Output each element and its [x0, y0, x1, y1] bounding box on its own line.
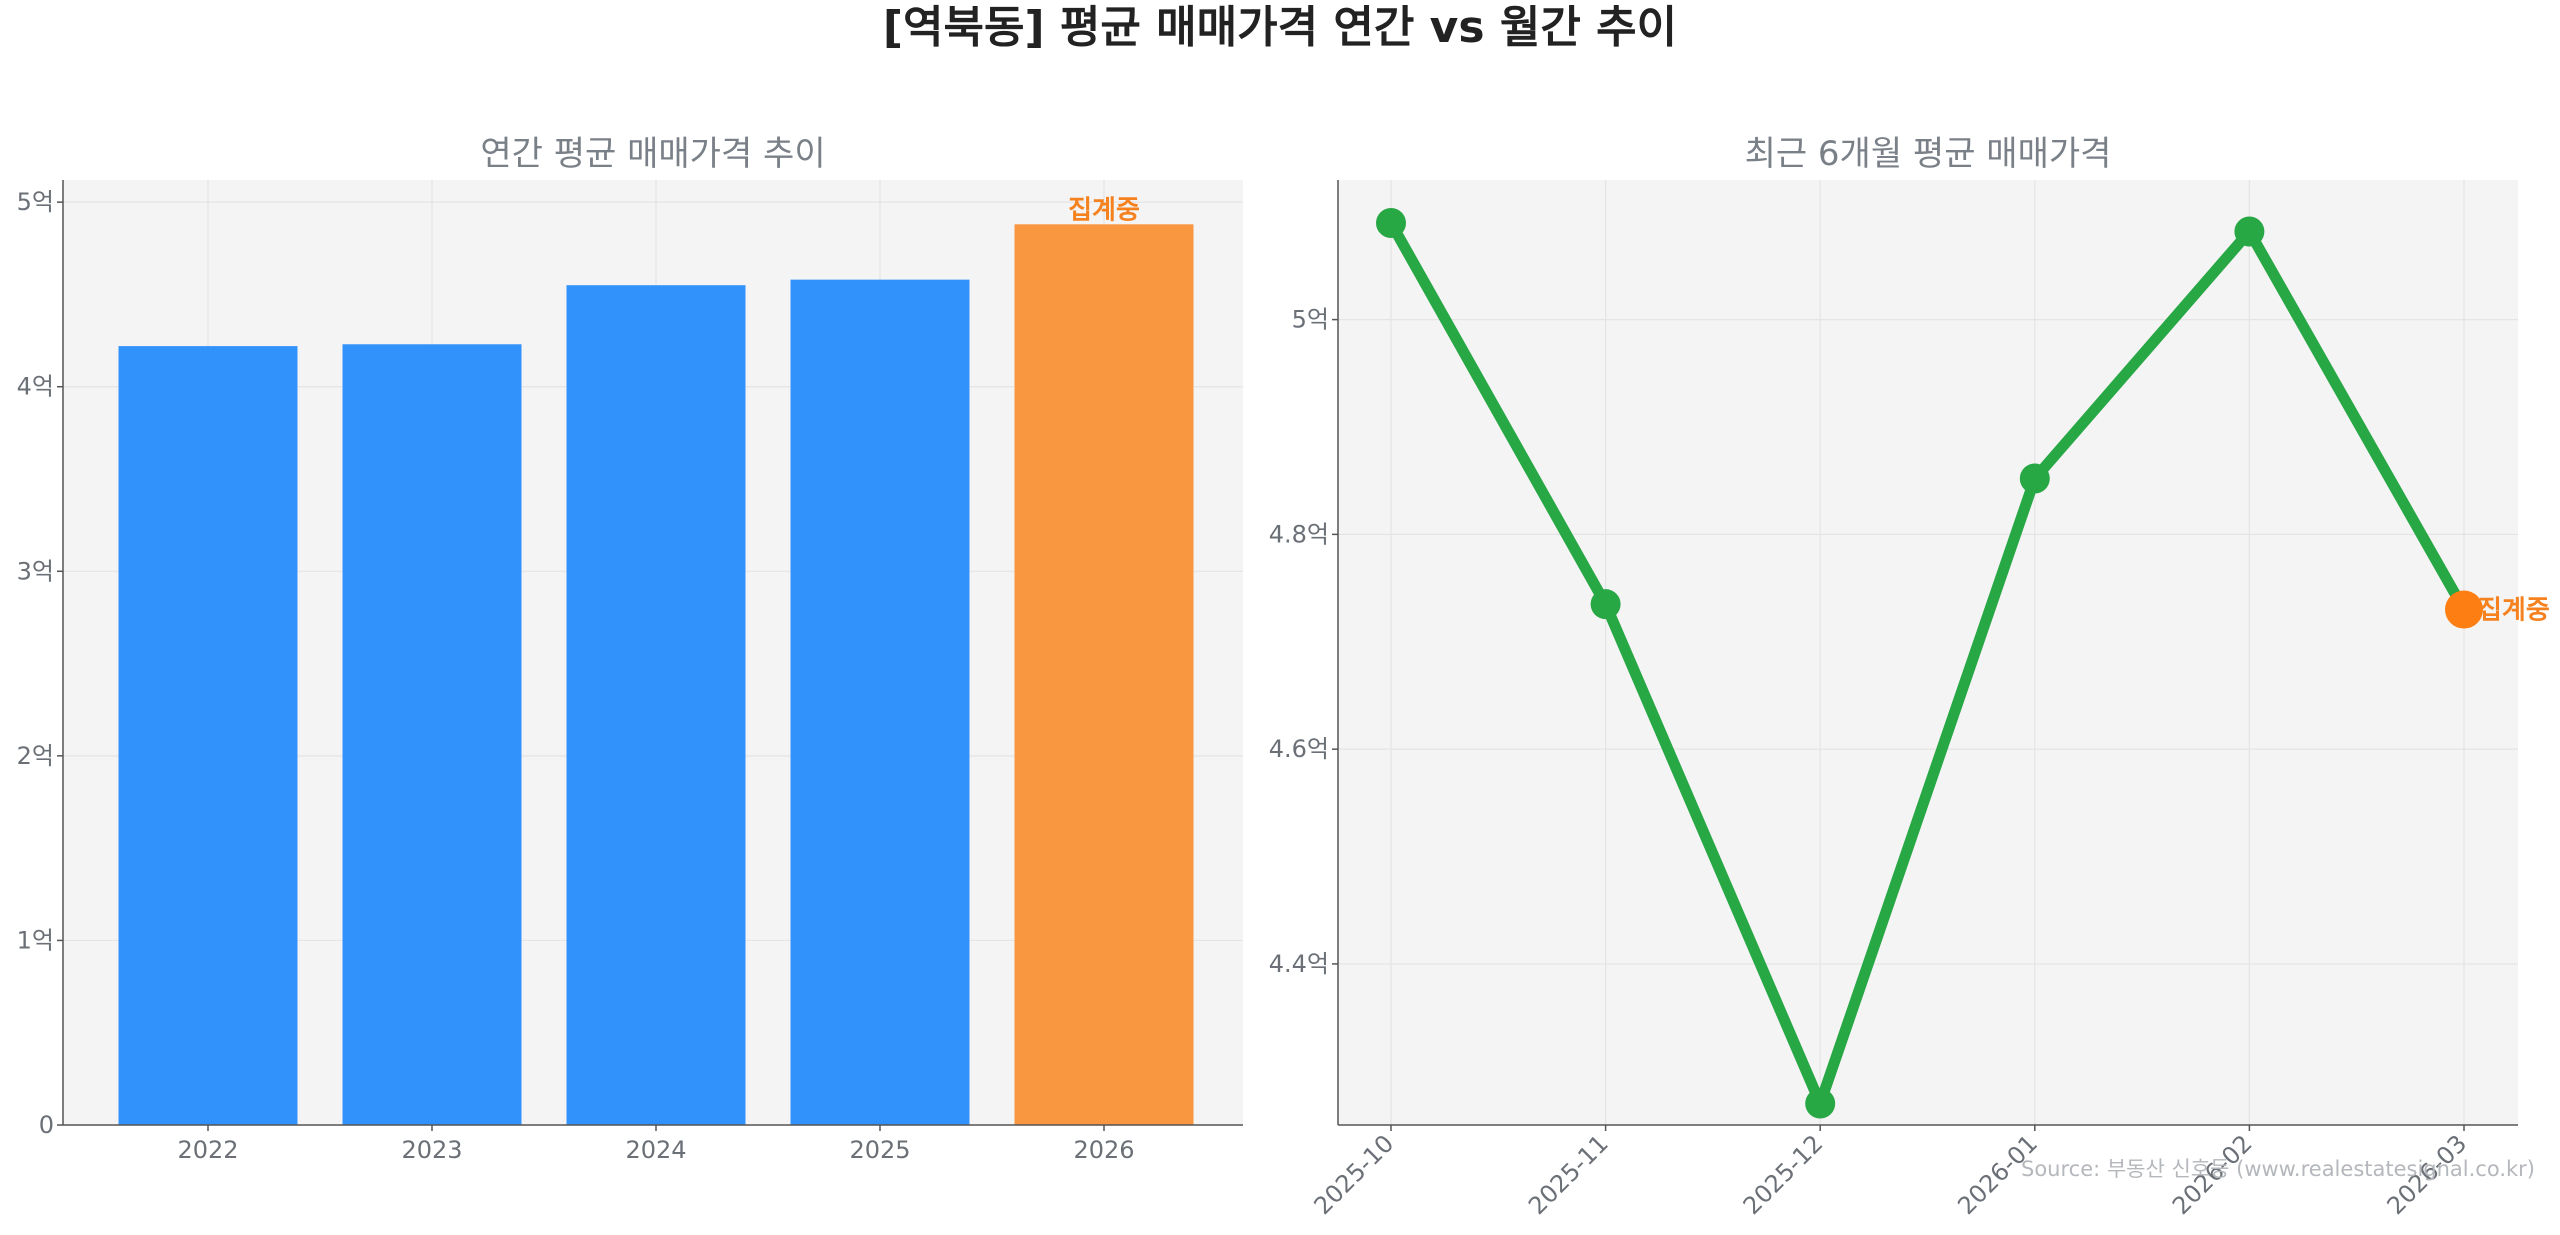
annual-price-bar-chart: 연간 평균 매매가격 추이 0 1억 2억 3억 4억 5억 2022 2023 2024 202… — [17, 134, 1243, 1164]
annual-x-tick-label: 2024 — [625, 1136, 686, 1164]
annual-y-tick-label: 3억 — [17, 557, 54, 585]
annual-bar-2023 — [342, 344, 522, 1125]
monthly-x-tick-label: 2025-10 — [1309, 1129, 1400, 1220]
annual-chart-title: 연간 평균 매매가격 추이 — [480, 134, 825, 174]
monthly-point-2025-10 — [1376, 207, 1406, 238]
annual-x-tick-label: 2026 — [1073, 1136, 1134, 1164]
annual-bar-2022 — [118, 346, 298, 1125]
annual-bar-2026 — [1014, 224, 1194, 1125]
annual-bar-2025 — [790, 279, 970, 1125]
monthly-point-2025-11 — [1590, 589, 1621, 620]
source-note: Source: 부동산 신호등 (www.realestatesignal.co… — [2021, 1157, 2535, 1181]
monthly-point-2025-12 — [1805, 1088, 1836, 1119]
monthly-point-2026-03 — [2445, 590, 2483, 629]
monthly-chart-series — [1376, 207, 2483, 1119]
monthly-price-line — [1385, 217, 2470, 1110]
monthly-chart-plot-area — [1338, 180, 2518, 1125]
monthly-y-tick-label: 4.4억 — [1269, 950, 1329, 978]
monthly-x-tick-label: 2025-11 — [1523, 1129, 1614, 1220]
monthly-point-2026-01 — [2019, 463, 2050, 494]
monthly-x-tick-label: 2025-12 — [1738, 1129, 1829, 1220]
monthly-y-tick-label: 5억 — [1292, 306, 1329, 334]
annual-y-tick-label: 5억 — [17, 188, 54, 216]
monthly-y-tick-label: 4.6억 — [1269, 735, 1329, 763]
monthly-y-tick-label: 4.8억 — [1269, 520, 1329, 548]
figure-title: [역북동] 평균 매매가격 연간 vs 월간 추이 — [883, 2, 1677, 53]
monthly-price-line-chart: 최근 6개월 평균 매매가격 4.4억 4.6억 4.8억 5억 2025-10 2025… — [1269, 134, 2550, 1220]
annual-chart-bars — [118, 224, 1194, 1125]
annual-y-tick-label: 2억 — [17, 742, 54, 770]
annual-chart-ticks: 0 1억 2억 3억 4억 5억 2022 2023 2024 2025 2026 — [17, 188, 1135, 1164]
annual-y-tick-label: 0 — [39, 1111, 54, 1139]
annual-x-tick-label: 2025 — [849, 1136, 910, 1164]
annual-y-tick-label: 4억 — [17, 373, 54, 401]
monthly-point-2026-02 — [2234, 216, 2265, 247]
annual-x-tick-label: 2023 — [401, 1136, 462, 1164]
monthly-chart-grid — [1338, 180, 2518, 1125]
annual-bar-2024 — [566, 285, 746, 1125]
annual-y-tick-label: 1억 — [17, 926, 54, 954]
annual-x-tick-label: 2022 — [177, 1136, 238, 1164]
monthly-chart-annotation: 집계중 — [2478, 596, 2550, 626]
annual-chart-annotation: 집계중 — [1068, 195, 1140, 225]
monthly-chart-title: 최근 6개월 평균 매매가격 — [1745, 134, 2112, 174]
